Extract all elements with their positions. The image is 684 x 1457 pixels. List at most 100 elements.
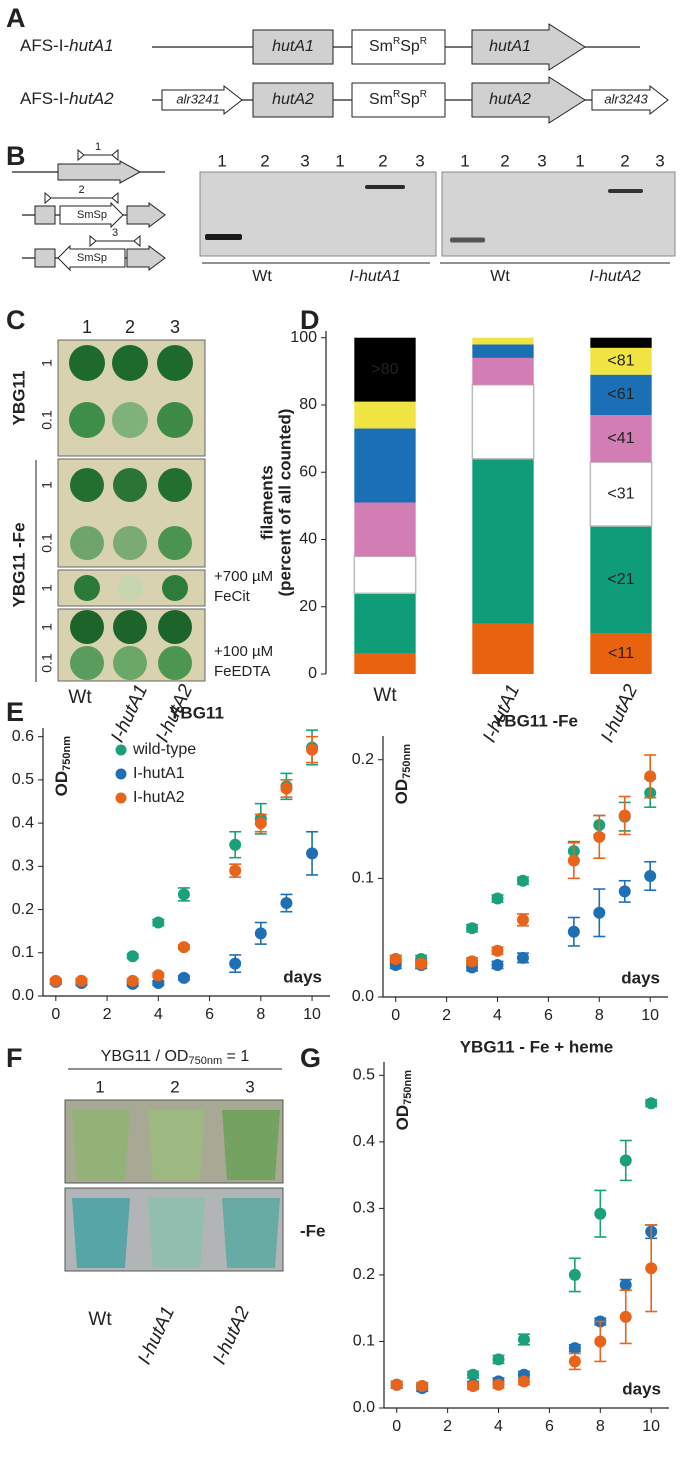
x-axis-label: days [622, 1379, 661, 1398]
legend-marker [115, 792, 127, 804]
y-tick-label: 80 [299, 396, 317, 413]
data-point [516, 951, 529, 964]
data-point [152, 916, 165, 929]
cuvette [72, 1198, 130, 1268]
column-label: 3 [245, 1077, 254, 1096]
data-point [568, 1342, 581, 1355]
primer [44, 191, 52, 205]
cassette-arrow [57, 244, 126, 272]
data-point [516, 874, 529, 887]
y-axis-label: (percent of all counted) [275, 409, 294, 597]
x-tick-label: 8 [596, 1418, 605, 1435]
x-tick-label: 2 [443, 1418, 452, 1435]
strain-label: I-hutA2 [209, 1303, 254, 1368]
y-tick-label: 0.1 [12, 944, 34, 961]
data-point [567, 925, 580, 938]
x-tick-label: 6 [545, 1418, 554, 1435]
primer [111, 148, 119, 162]
x-tick-label: 8 [256, 1006, 265, 1023]
x-tick-label: 6 [205, 1006, 214, 1023]
supplement-label: +100 µM [214, 643, 273, 660]
cassette-part: R [420, 89, 427, 100]
dilution-label: 1 [39, 584, 55, 592]
data-point [75, 974, 88, 987]
data-point [467, 1380, 480, 1393]
y-tick-label: 0.2 [352, 751, 374, 768]
group-label: I-hutA1 [349, 268, 401, 285]
colony-spot [157, 402, 193, 438]
colony-spot [113, 646, 147, 680]
medium-label: YBG11 -Fe [9, 522, 28, 607]
data-point [619, 1154, 632, 1167]
header-main: YBG11 / OD [101, 1048, 189, 1065]
data-point [618, 885, 631, 898]
lane-label: 3 [655, 151, 664, 170]
panel-label: B [6, 141, 26, 171]
bar-segment [590, 526, 652, 634]
data-point [152, 969, 165, 982]
bar-segment [354, 337, 416, 402]
cassette-part: R [420, 36, 427, 47]
lane-label: 3 [537, 151, 546, 170]
x-axis-label: days [283, 967, 322, 986]
bar-segment [590, 374, 652, 416]
lane-label: 1 [335, 151, 344, 170]
data-point [517, 1333, 530, 1346]
legend-label: I-hutA2 [133, 789, 185, 806]
y-axis-label-sub: 750nm [61, 736, 73, 771]
panel-label: A [6, 3, 26, 33]
gene-arrow [57, 160, 142, 184]
x-tick-label: 4 [154, 1006, 163, 1023]
segment-label: <31 [607, 485, 634, 502]
x-tick-label: 2 [442, 1007, 451, 1024]
gene-arrow [126, 245, 166, 271]
segment-label: <81 [607, 352, 634, 369]
x-tick-label: 10 [303, 1006, 321, 1023]
group-label: I-hutA2 [589, 268, 641, 285]
column-label: 2 [170, 1077, 179, 1096]
legend-marker [115, 744, 127, 756]
data-point [619, 1278, 632, 1291]
x-tick-label: 2 [103, 1006, 112, 1023]
chart-title: YBG11 -Fe [493, 711, 578, 730]
primer [133, 234, 141, 248]
x-tick-label: I-hutA2 [597, 681, 642, 746]
y-tick-label: 0.1 [352, 870, 374, 887]
y-tick-label: 0.3 [353, 1200, 375, 1217]
data-point [390, 1378, 403, 1391]
bar-segment [590, 337, 652, 348]
dilution-label: 1 [39, 359, 55, 367]
bar-segment [354, 401, 416, 429]
cassette-part: R [393, 36, 400, 47]
supplement-label: FeCit [214, 588, 251, 605]
bar-segment [353, 555, 417, 595]
column-label: 2 [125, 317, 135, 337]
cassette-part: R [393, 89, 400, 100]
y-tick-label: 0.0 [12, 987, 34, 1004]
dilution-label: 0.1 [39, 653, 55, 673]
cassette-box [351, 29, 446, 65]
construct-gene: hutA2 [69, 89, 114, 108]
x-tick-label: 8 [595, 1007, 604, 1024]
lane-label: 1 [460, 151, 469, 170]
data-point [416, 1380, 429, 1393]
data-point [619, 1310, 632, 1323]
group-label: Wt [490, 268, 510, 285]
lane-label: 3 [415, 151, 424, 170]
bar-segment [590, 633, 652, 674]
gene-box [34, 205, 56, 225]
gel-band [608, 189, 643, 193]
colony-spot [74, 575, 100, 601]
y-axis-label: filaments [257, 465, 276, 540]
construct-prefix: AFS-I- [20, 89, 69, 108]
primer-label: 3 [112, 227, 118, 239]
flank-arrow [591, 84, 669, 116]
cassette-label: SmRSpR [369, 89, 427, 109]
column-label: 1 [95, 1077, 104, 1096]
colony-spot [112, 345, 148, 381]
cuvette [72, 1110, 130, 1180]
chart-title: YBG11 [169, 703, 224, 722]
data-point [49, 974, 62, 987]
panel-label: G [300, 1043, 321, 1073]
data-point [568, 1355, 581, 1368]
